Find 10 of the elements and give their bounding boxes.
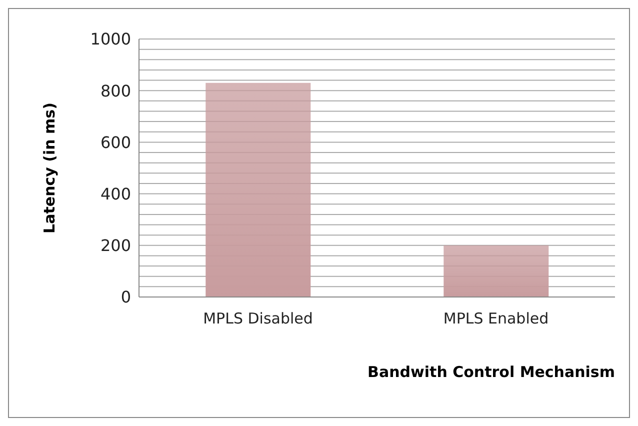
x-tick-label: MPLS Disabled	[203, 310, 313, 328]
y-tick-label: 1000	[90, 30, 131, 49]
x-axis-title: Bandwith Control Mechanism	[368, 363, 615, 381]
y-tick-label: 600	[100, 132, 131, 152]
x-tick-label: MPLS Enabled	[443, 310, 549, 328]
y-axis-title: Latency (in ms)	[40, 102, 58, 234]
y-tick-label: 800	[100, 81, 131, 100]
y-tick-label: 0	[120, 288, 131, 307]
y-tick-label: 200	[100, 236, 131, 256]
y-tick-label: 400	[100, 184, 131, 204]
